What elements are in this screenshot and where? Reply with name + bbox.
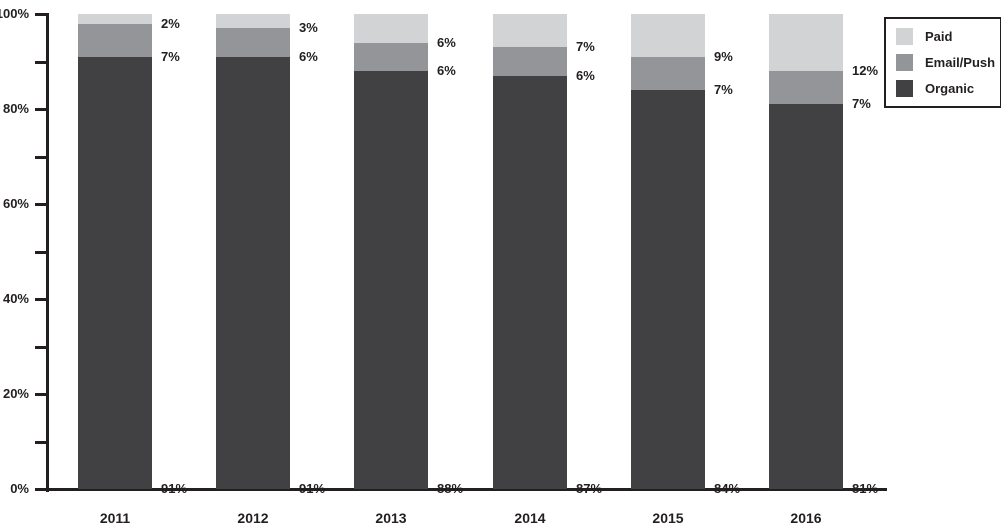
- value-label-email-push-2016: 7%: [852, 96, 871, 111]
- legend-label-paid: Paid: [925, 29, 953, 44]
- bar-segment-paid-2014: [493, 14, 567, 48]
- y-tick-30: [35, 346, 46, 349]
- legend: Paid Email/Push Organic: [884, 17, 1001, 108]
- value-label-organic-2013: 88%: [437, 481, 464, 496]
- y-tick-40: [35, 298, 46, 301]
- value-label-organic-2015: 84%: [714, 481, 741, 496]
- y-tick-label-100: 100%: [0, 6, 29, 21]
- legend-item-email-push: Email/Push: [896, 54, 996, 71]
- bar-segment-paid-2015: [631, 14, 705, 57]
- y-tick-60: [35, 203, 46, 206]
- y-tick-70: [35, 156, 46, 159]
- legend-label-email-push: Email/Push: [925, 55, 996, 70]
- legend-swatch-email-push: [896, 54, 913, 71]
- x-axis-label-2012: 2012: [237, 510, 269, 526]
- y-tick-10: [35, 441, 46, 444]
- bar-segment-organic-2016: [769, 104, 843, 489]
- bar-segment-paid-2012: [216, 14, 290, 29]
- x-axis-label-2011: 2011: [99, 510, 131, 526]
- bar-segment-email-push-2014: [493, 47, 567, 76]
- y-tick-label-0: 0%: [10, 481, 29, 496]
- legend-swatch-organic: [896, 80, 913, 97]
- value-label-organic-2012: 91%: [299, 481, 326, 496]
- bar-segment-paid-2011: [78, 14, 152, 24]
- legend-item-organic: Organic: [896, 80, 994, 97]
- bar-segment-organic-2013: [354, 71, 428, 489]
- x-axis-label-2016: 2016: [790, 510, 822, 526]
- bar-segment-organic-2014: [493, 75, 567, 489]
- legend-item-paid: Paid: [896, 28, 994, 45]
- value-label-paid-2014: 7%: [576, 39, 595, 54]
- bar-segment-email-push-2016: [769, 71, 843, 105]
- x-axis-label-2015: 2015: [652, 510, 684, 526]
- x-axis-label-2014: 2014: [514, 510, 546, 526]
- y-axis-line: [46, 13, 49, 492]
- bar-segment-email-push-2015: [631, 56, 705, 90]
- y-tick-80: [35, 108, 46, 111]
- y-tick-label-20: 20%: [2, 386, 29, 401]
- value-label-email-push-2013: 6%: [437, 63, 456, 78]
- bar-segment-email-push-2013: [354, 42, 428, 71]
- value-label-paid-2012: 3%: [299, 20, 318, 35]
- y-tick-100: [35, 13, 46, 16]
- bar-segment-organic-2012: [216, 56, 290, 489]
- value-label-paid-2011: 2%: [161, 16, 180, 31]
- bar-segment-email-push-2012: [216, 28, 290, 57]
- value-label-organic-2014: 87%: [576, 481, 603, 496]
- y-tick-0: [35, 488, 46, 491]
- value-label-organic-2016: 81%: [852, 481, 879, 496]
- legend-label-organic: Organic: [925, 81, 975, 96]
- bar-segment-email-push-2011: [78, 23, 152, 57]
- value-label-paid-2013: 6%: [437, 35, 456, 50]
- y-tick-label-40: 40%: [2, 291, 29, 306]
- legend-swatch-paid: [896, 28, 913, 45]
- value-label-email-push-2014: 6%: [576, 68, 595, 83]
- y-tick-90: [35, 61, 46, 64]
- value-label-email-push-2015: 7%: [714, 82, 733, 97]
- y-tick-50: [35, 251, 46, 254]
- value-label-organic-2011: 91%: [161, 481, 188, 496]
- bar-segment-organic-2011: [78, 56, 152, 489]
- bar-segment-paid-2016: [769, 14, 843, 71]
- bar-segment-organic-2015: [631, 90, 705, 489]
- x-axis-label-2013: 2013: [375, 510, 407, 526]
- value-label-paid-2015: 9%: [714, 49, 733, 64]
- y-tick-label-80: 80%: [2, 101, 29, 116]
- x-axis-line: [46, 488, 887, 491]
- value-label-paid-2016: 12%: [852, 63, 879, 78]
- y-tick-label-60: 60%: [2, 196, 29, 211]
- y-tick-20: [35, 393, 46, 396]
- value-label-email-push-2011: 7%: [161, 49, 180, 64]
- bar-segment-paid-2013: [354, 14, 428, 43]
- value-label-email-push-2012: 6%: [299, 49, 318, 64]
